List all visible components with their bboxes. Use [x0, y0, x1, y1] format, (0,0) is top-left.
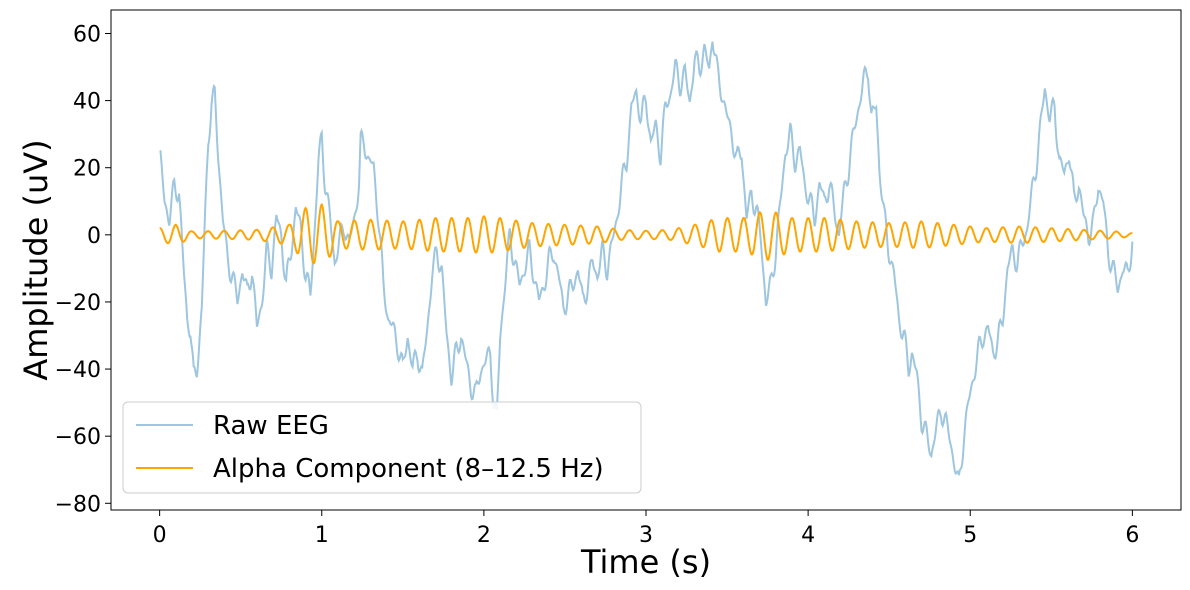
y-tick-label: −80 — [55, 492, 101, 517]
series-layer — [159, 41, 1134, 476]
legend-label-raw-eeg: Raw EEG — [213, 411, 329, 441]
y-tick-label: 60 — [73, 22, 101, 47]
legend-box — [122, 401, 642, 494]
x-tick-label: 6 — [1125, 523, 1139, 548]
x-tick-label: 3 — [639, 523, 653, 548]
series-line-raw-eeg — [159, 41, 1134, 476]
y-axis-ticks: −80 −60 −40 −20 0 20 40 60 — [55, 22, 111, 517]
legend-label-alpha-component: Alpha Component (8–12.5 Hz) — [213, 454, 604, 484]
x-tick-label: 5 — [963, 523, 977, 548]
x-tick-label: 4 — [801, 523, 815, 548]
y-axis-label: Amplitude (uV) — [17, 139, 55, 380]
y-tick-label: −20 — [55, 291, 101, 316]
x-tick-label: 1 — [315, 523, 329, 548]
series-line-alpha-component — [159, 202, 1133, 265]
x-axis-ticks: 0 1 2 3 4 5 6 — [153, 510, 1139, 548]
x-tick-label: 0 — [153, 523, 167, 548]
legend: Raw EEG Alpha Component (8–12.5 Hz) — [122, 401, 642, 494]
x-tick-label: 2 — [477, 523, 491, 548]
y-tick-label: −60 — [55, 425, 101, 450]
y-tick-label: 40 — [73, 90, 101, 115]
y-tick-label: 0 — [87, 224, 101, 249]
x-axis-label: Time (s) — [580, 543, 711, 581]
y-tick-label: −40 — [55, 358, 101, 383]
y-tick-label: 20 — [73, 157, 101, 182]
